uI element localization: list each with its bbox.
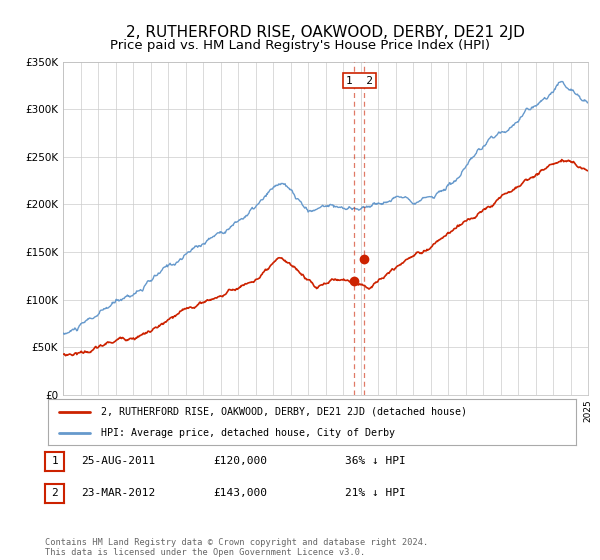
Text: HPI: Average price, detached house, City of Derby: HPI: Average price, detached house, City… [101,428,395,438]
Text: 1: 1 [51,456,58,466]
Text: £120,000: £120,000 [213,456,267,466]
Text: 2: 2 [51,488,58,498]
Text: 21% ↓ HPI: 21% ↓ HPI [345,488,406,498]
Text: 1  2: 1 2 [346,76,373,86]
Text: 25-AUG-2011: 25-AUG-2011 [81,456,155,466]
Text: £143,000: £143,000 [213,488,267,498]
Text: 23-MAR-2012: 23-MAR-2012 [81,488,155,498]
Text: Price paid vs. HM Land Registry's House Price Index (HPI): Price paid vs. HM Land Registry's House … [110,39,490,53]
Text: Contains HM Land Registry data © Crown copyright and database right 2024.
This d: Contains HM Land Registry data © Crown c… [45,538,428,557]
Text: 2, RUTHERFORD RISE, OAKWOOD, DERBY, DE21 2JD (detached house): 2, RUTHERFORD RISE, OAKWOOD, DERBY, DE21… [101,407,467,417]
Text: 36% ↓ HPI: 36% ↓ HPI [345,456,406,466]
Title: 2, RUTHERFORD RISE, OAKWOOD, DERBY, DE21 2JD: 2, RUTHERFORD RISE, OAKWOOD, DERBY, DE21… [126,25,525,40]
